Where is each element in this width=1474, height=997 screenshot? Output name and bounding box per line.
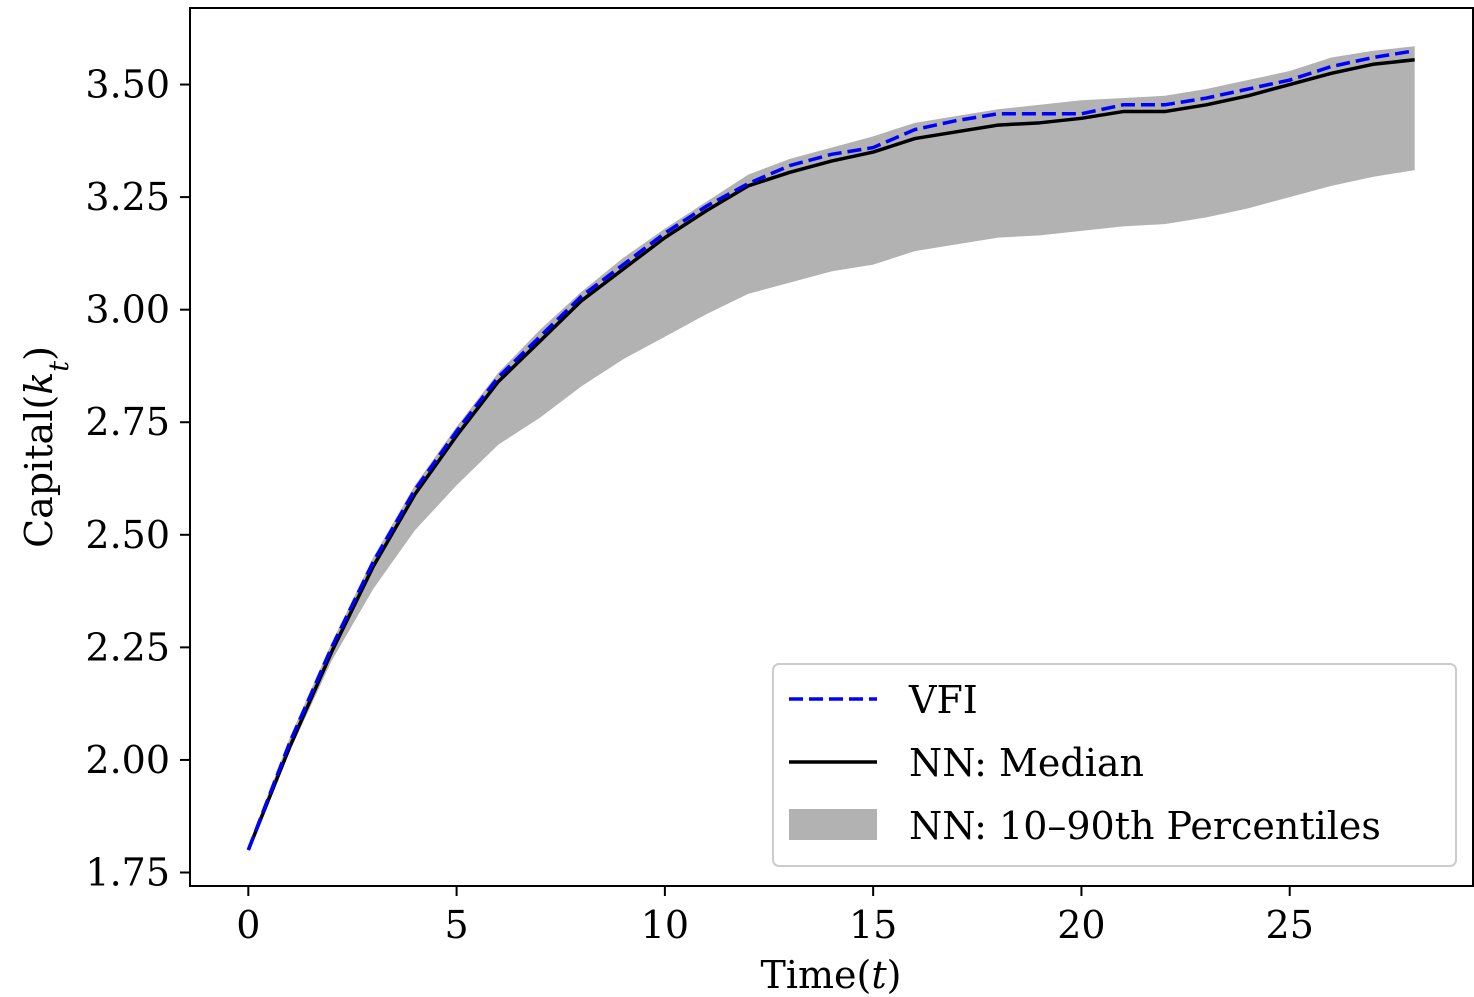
x-tick-label: 10 xyxy=(641,903,689,947)
x-tick-label: 15 xyxy=(849,903,897,947)
y-tick-label: 1.75 xyxy=(85,850,170,894)
x-tick-label: 20 xyxy=(1057,903,1105,947)
legend-vfi-label: VFI xyxy=(908,678,978,722)
legend-band-label: NN: 10–90th Percentiles xyxy=(909,804,1381,848)
x-tick-label: 0 xyxy=(236,903,260,947)
plot-area-frame xyxy=(189,7,1474,887)
y-tick-label: 3.00 xyxy=(85,288,170,332)
x-tick-label: 5 xyxy=(445,903,469,947)
x-axis-ticks: 0 5 10 15 20 25 xyxy=(236,886,1314,947)
y-tick-label: 2.25 xyxy=(85,625,170,669)
y-tick-label: 2.00 xyxy=(85,738,170,782)
legend-frame xyxy=(772,663,1457,867)
vfi-line xyxy=(246,49,1415,851)
series-lines-layer xyxy=(246,49,1415,851)
y-axis-title: Capital(kt) xyxy=(17,346,75,548)
x-tick-label: 25 xyxy=(1266,903,1314,947)
x-axis-title: Time(t) xyxy=(761,953,902,997)
percentile-band-area xyxy=(248,46,1415,850)
y-tick-label: 3.25 xyxy=(85,175,170,219)
percentile-band-layer xyxy=(248,46,1415,850)
nn-median-line xyxy=(246,58,1415,851)
y-tick-label: 3.50 xyxy=(85,63,170,107)
y-axis-ticks: 1.75 2.00 2.25 2.50 2.75 3.00 3.25 3.50 xyxy=(85,63,190,894)
y-tick-label: 2.50 xyxy=(85,513,170,557)
y-tick-label: 2.75 xyxy=(85,400,170,444)
legend-band-swatch xyxy=(789,809,877,840)
legend: VFI NN: Median NN: 10–90th Percentiles xyxy=(772,663,1457,867)
legend-median-label: NN: Median xyxy=(909,741,1144,785)
